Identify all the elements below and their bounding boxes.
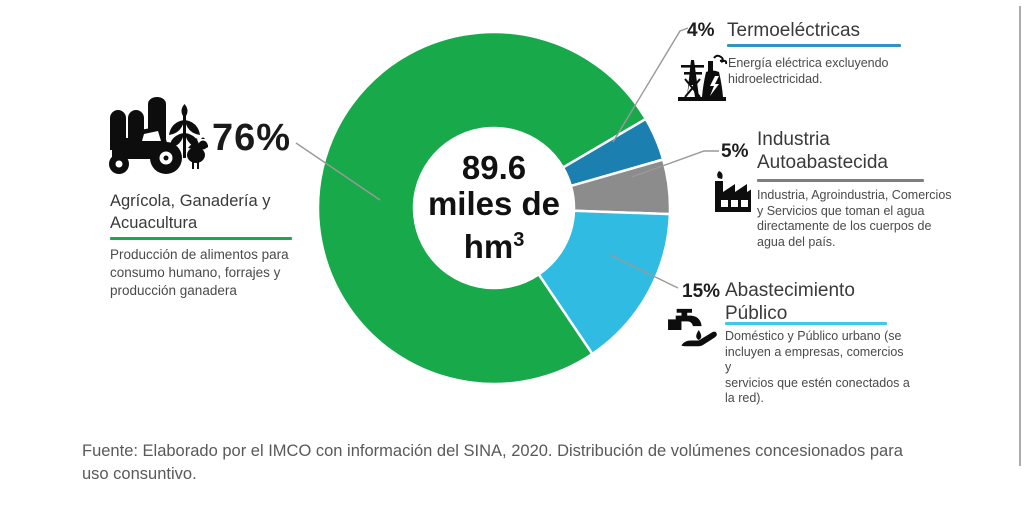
tractor-farm-icon: [109, 97, 208, 174]
center-unit-base: hm3: [463, 228, 525, 265]
percent-label-industria: 5%: [721, 141, 749, 162]
accent-rule-abastecimiento: [725, 322, 887, 325]
callout-description-agricola: Producción de alimentos para consumo hum…: [110, 247, 289, 298]
callout-title-termoelectricas: Termoeléctricas: [727, 20, 861, 41]
callout-agricola: 76% Agrícola, Ganadería y Acuacultura Pr…: [104, 87, 334, 298]
leader-line-termoelectricas: [612, 27, 689, 143]
leader-line-industria: [631, 150, 719, 178]
callout-description-industria: Industria, Agroindustria, Comercios y Se…: [757, 188, 952, 249]
callout-title-agricola: Agrícola, Ganadería y Acuacultura: [110, 192, 271, 232]
callout-description-abastecimiento: Doméstico y Público urbano (se incluyen …: [725, 329, 910, 405]
water-tap-hand-icon: [668, 308, 717, 347]
center-unit-line: miles de: [427, 185, 561, 222]
accent-rule-agricola: [110, 237, 292, 240]
page-edge-line: [1019, 6, 1021, 466]
donut-center-label: 89.6 miles de hm3: [389, 150, 599, 265]
power-plant-icon: [678, 54, 728, 101]
accent-rule-termoelectricas: [727, 44, 901, 47]
percent-label-agricola: 76%: [212, 117, 292, 159]
center-unit-exponent: 3: [513, 229, 525, 251]
source-caption: Fuente: Elaborado por el IMCO con inform…: [82, 442, 903, 483]
callout-title-industria: Industria Autoabastecida: [757, 129, 888, 173]
callout-title-abastecimiento: Abastecimiento Público: [725, 280, 855, 324]
center-value: 89.6: [461, 149, 527, 186]
leader-lines: [295, 27, 719, 289]
donut-segment-abastecimiento: [537, 209, 672, 356]
accent-rule-industria: [757, 179, 924, 182]
donut-segment-agricola: [316, 30, 648, 386]
percent-label-abastecimiento: 15%: [682, 281, 721, 302]
leader-line-abastecimiento: [609, 254, 679, 289]
callout-description-termoelectricas: Energía eléctrica excluyendo hidroelectr…: [728, 56, 889, 86]
leader-line-agricola: [295, 142, 381, 201]
factory-icon: [715, 171, 751, 212]
donut-segments: [316, 30, 672, 386]
percent-label-termoelectricas: 4%: [687, 20, 715, 41]
